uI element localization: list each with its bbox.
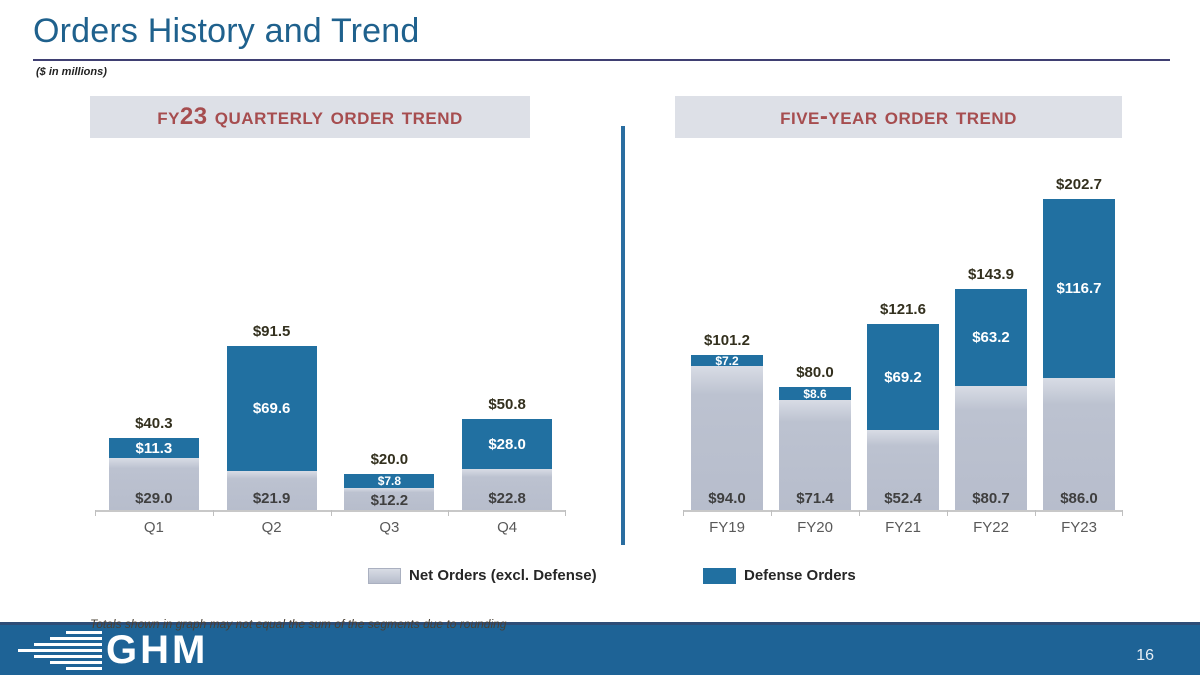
legend-defense-orders: Defense Orders	[703, 567, 856, 584]
net-orders-segment: $80.7	[955, 386, 1027, 510]
logo-text: GHM	[106, 628, 209, 672]
right-chart-header: Five-Year Order Trend	[675, 96, 1122, 138]
bar-group-q4: $50.8 $28.0 $22.8 Q4	[448, 150, 566, 536]
page-title: Orders History and Trend	[33, 12, 420, 50]
total-value-label: $202.7	[1056, 176, 1102, 193]
category-label: FY23	[1061, 519, 1097, 536]
category-label: FY21	[885, 519, 921, 536]
category-label: FY22	[973, 519, 1009, 536]
vertical-divider	[621, 126, 625, 545]
bar-group-fy22: $143.9 $63.2 $80.7 FY22	[947, 150, 1035, 536]
defense-orders-legend-label: Defense Orders	[744, 567, 856, 584]
title-underline	[33, 59, 1170, 61]
left-chart-header: FY23 Quarterly Order Trend	[90, 96, 530, 138]
net-orders-segment: $86.0	[1043, 378, 1115, 510]
net-orders-segment: $94.0	[691, 366, 763, 510]
axis-tick	[448, 510, 450, 516]
bar-group-q1: $40.3 $11.3 $29.0 Q1	[95, 150, 213, 536]
category-label: Q1	[143, 519, 164, 536]
total-value-label: $121.6	[880, 301, 926, 318]
axis-tick	[565, 510, 566, 516]
total-value-label: $50.8	[488, 396, 526, 413]
defense-orders-segment: $116.7	[1043, 199, 1115, 378]
footer-bar: GHM 16	[0, 622, 1200, 675]
total-value-label: $143.9	[968, 266, 1014, 283]
defense-orders-segment: $63.2	[955, 289, 1027, 386]
axis-tick	[212, 510, 214, 516]
net-orders-segment: $71.4	[779, 400, 851, 510]
category-label: Q4	[497, 519, 518, 536]
total-value-label: $20.0	[370, 451, 409, 468]
net-orders-segment: $22.8	[462, 469, 553, 510]
category-label: Q2	[261, 519, 282, 536]
quarterly-order-chart: $40.3 $11.3 $29.0 Q1 $91.5 $69.6 $21.9 Q2 $20.0 $…	[95, 150, 566, 536]
units-note: ($ in millions)	[36, 66, 107, 78]
net-orders-segment: $12.2	[344, 488, 435, 510]
axis-tick	[1122, 510, 1123, 516]
five-year-order-chart: $101.2 $7.2 $94.0 FY19 $80.0 $8.6 $71.4 FY20 $12…	[683, 150, 1123, 536]
total-value-label: $101.2	[704, 332, 750, 349]
defense-orders-segment: $7.2	[691, 355, 763, 367]
net-orders-segment: $21.9	[226, 471, 317, 510]
left-chart-title: FY23 Quarterly Order Trend	[157, 103, 463, 130]
bar-group-fy23: $202.7 $116.7 $86.0 FY23	[1035, 150, 1123, 536]
axis-tick	[771, 510, 772, 516]
defense-orders-swatch	[703, 567, 736, 584]
bar-group-q3: $20.0 $7.8 $12.2 Q3	[331, 150, 449, 536]
category-label: Q3	[379, 519, 400, 536]
total-value-label: $80.0	[796, 364, 834, 381]
bar-group-fy20: $80.0 $8.6 $71.4 FY20	[771, 150, 859, 536]
net-orders-legend-label: Net Orders (excl. Defense)	[409, 567, 597, 584]
category-label: FY19	[709, 519, 745, 536]
net-orders-segment: $29.0	[108, 458, 199, 510]
net-orders-segment: $52.4	[867, 430, 939, 510]
logo-speed-lines-icon	[18, 630, 102, 672]
category-label: FY20	[797, 519, 833, 536]
axis-tick	[1035, 510, 1036, 516]
axis-tick	[859, 510, 860, 516]
axis-tick	[947, 510, 948, 516]
rounding-footnote: Totals shown in graph may not equal the …	[90, 617, 507, 631]
defense-orders-segment: $11.3	[108, 438, 199, 458]
defense-orders-segment: $69.2	[867, 324, 939, 430]
bar-group-q2: $91.5 $69.6 $21.9 Q2	[213, 150, 331, 536]
defense-orders-segment: $28.0	[462, 419, 553, 469]
ghm-logo: GHM	[18, 628, 208, 673]
total-value-label: $40.3	[135, 415, 173, 432]
bar-group-fy21: $121.6 $69.2 $52.4 FY21	[859, 150, 947, 536]
defense-orders-segment: $69.6	[226, 346, 317, 471]
right-chart-title: Five-Year Order Trend	[780, 103, 1017, 130]
axis-tick	[95, 510, 96, 516]
bar-group-fy19: $101.2 $7.2 $94.0 FY19	[683, 150, 771, 536]
total-value-label: $91.5	[252, 323, 291, 340]
legend-net-orders: Net Orders (excl. Defense)	[368, 567, 597, 584]
net-orders-swatch	[368, 567, 401, 584]
defense-orders-segment: $7.8	[344, 474, 435, 488]
axis-tick	[683, 510, 684, 516]
axis-tick	[330, 510, 332, 516]
page-number: 16	[1136, 647, 1154, 664]
defense-orders-segment: $8.6	[779, 387, 851, 400]
